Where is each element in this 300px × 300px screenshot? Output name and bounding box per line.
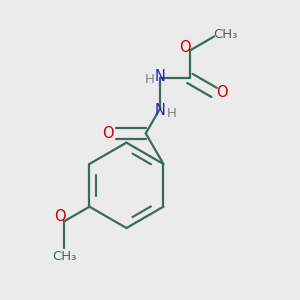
Text: N: N (155, 69, 166, 84)
Text: O: O (102, 126, 114, 141)
Text: O: O (217, 85, 228, 100)
Text: N: N (155, 103, 166, 118)
Text: O: O (179, 40, 190, 55)
Text: CH₃: CH₃ (52, 250, 76, 262)
Text: H: H (144, 74, 154, 86)
Text: H: H (167, 107, 177, 120)
Text: CH₃: CH₃ (214, 28, 238, 40)
Text: O: O (55, 209, 66, 224)
